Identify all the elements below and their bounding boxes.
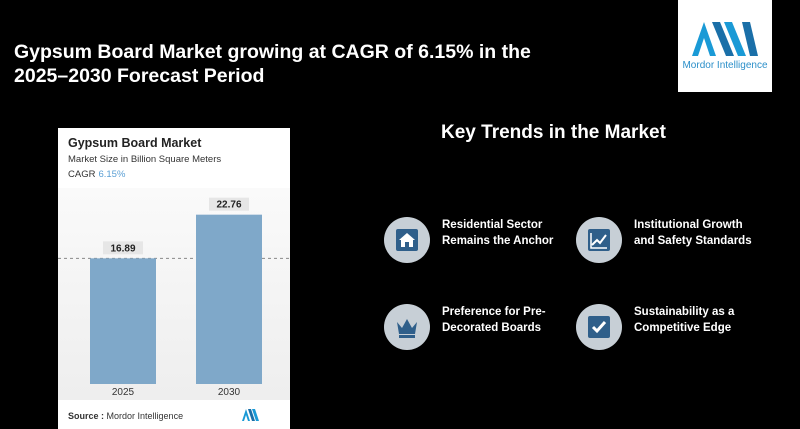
trend-label: Residential Sector Remains the Anchor xyxy=(442,219,554,247)
growth-chart-icon xyxy=(588,229,610,251)
key-trends-title: Key Trends in the Market xyxy=(441,122,666,143)
cagr-label: CAGR xyxy=(68,169,96,180)
trend-icon-circle xyxy=(576,217,622,263)
trend-item-sustainability: Sustainability as a Competitive Edge xyxy=(576,304,776,364)
cagr-line: CAGR 6.15% xyxy=(68,169,125,180)
value-label: 22.76 xyxy=(216,200,241,211)
category-label: 2030 xyxy=(218,387,241,398)
value-label: 16.89 xyxy=(110,243,135,254)
bar-2025 xyxy=(90,258,156,384)
trend-icon-circle xyxy=(384,217,430,263)
trend-item-institutional: Institutional Growth and Safety Standard… xyxy=(576,217,776,277)
bar-2030 xyxy=(196,214,262,384)
chart-subtitle: Market Size in Billion Square Meters xyxy=(68,154,222,165)
chart-title: Gypsum Board Market xyxy=(68,136,202,150)
page-headline: Gypsum Board Market growing at CAGR of 6… xyxy=(14,41,531,87)
brand-logo: Mordor Intelligence xyxy=(678,0,772,92)
logo-text: Mordor Intelligence xyxy=(682,60,768,71)
source-value: Mordor Intelligence xyxy=(106,411,184,421)
house-icon xyxy=(396,229,418,251)
value-label-box xyxy=(209,197,249,211)
market-chart-card: Gypsum Board Market Market Size in Billi… xyxy=(58,128,290,429)
mordor-logo-icon xyxy=(692,22,758,56)
checkmark-icon xyxy=(588,316,610,338)
chart-source: Source : Mordor Intelligence xyxy=(68,411,183,421)
chart-plot-area: 16.89 2025 22.76 2030 xyxy=(58,188,290,400)
category-label: 2025 xyxy=(112,387,135,398)
source-label: Source : xyxy=(68,411,105,421)
bar-chart: 16.89 2025 22.76 2030 xyxy=(58,197,290,398)
value-label-box xyxy=(103,241,143,255)
trend-label: Preference for Pre-Decorated Boards xyxy=(442,306,546,334)
trend-label: Institutional Growth and Safety Standard… xyxy=(634,219,752,247)
trend-icon-circle xyxy=(576,304,622,350)
cagr-value: 6.15% xyxy=(98,169,126,180)
trend-item-residential: Residential Sector Remains the Anchor xyxy=(384,217,584,277)
crown-icon xyxy=(397,319,417,338)
mini-logo-icon xyxy=(242,409,259,421)
trend-label: Sustainability as a Competitive Edge xyxy=(634,306,735,334)
trend-item-predecorated: Preference for Pre-Decorated Boards xyxy=(384,304,584,364)
trend-icon-circle xyxy=(384,304,430,350)
